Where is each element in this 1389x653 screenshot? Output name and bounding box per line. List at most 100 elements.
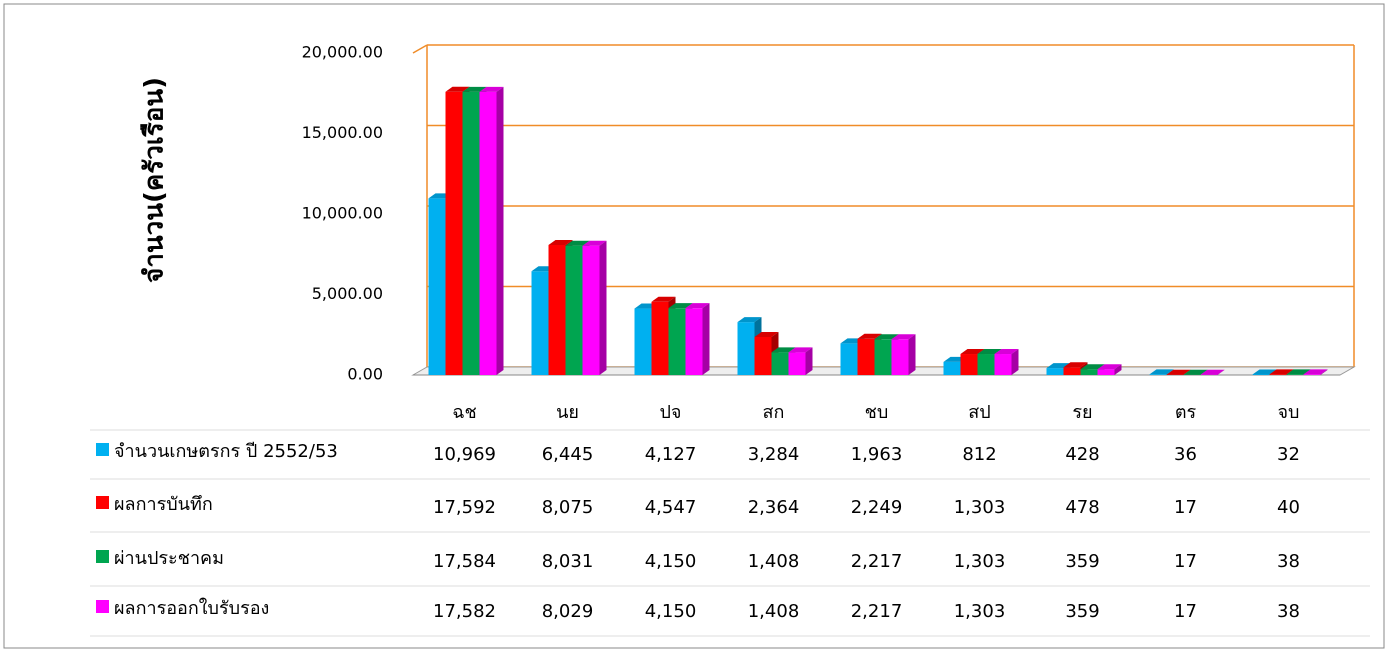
bar-front: [566, 246, 583, 375]
table-cell: 2,364: [748, 497, 800, 518]
x-tick-label: ปจ: [660, 402, 682, 423]
bar-side: [909, 334, 916, 375]
table-cell: 812: [962, 444, 996, 465]
bar-front: [858, 339, 875, 375]
bar-front: [652, 302, 669, 375]
table-cell: 1,408: [748, 551, 800, 572]
bar: [892, 334, 916, 375]
table-cell: 17,584: [433, 551, 496, 572]
y-tick-label: 10,000.00: [302, 204, 383, 223]
legend-swatch: [96, 600, 109, 613]
table-cell: 32: [1277, 444, 1300, 465]
bar: [480, 87, 504, 375]
y-tick-label: 0.00: [347, 365, 383, 384]
bar-front: [686, 308, 703, 375]
bar-front: [583, 246, 600, 375]
legend-swatch: [96, 443, 109, 456]
y-tick-label: 20,000.00: [302, 43, 383, 62]
bar: [995, 349, 1019, 375]
x-tick-label: ตร: [1175, 402, 1197, 423]
chart: จำนวน(ครัวเรือน) 0.00 5,000.00 10,000.00 15…: [0, 0, 1389, 653]
bar-front: [772, 352, 789, 375]
table-cell: 4,127: [645, 444, 697, 465]
bar-front: [532, 271, 549, 375]
table-cell: 40: [1277, 497, 1300, 518]
table-cell: 17,592: [433, 497, 496, 518]
bar-front: [755, 337, 772, 375]
bar-front: [738, 322, 755, 375]
bar-front: [995, 354, 1012, 375]
bar-front: [1098, 369, 1115, 375]
table-cell: 17: [1174, 551, 1197, 572]
legend-label: ผลการบันทึก: [114, 494, 213, 515]
bar-front: [1304, 374, 1321, 375]
bar-front: [841, 343, 858, 375]
table-cell: 1,303: [954, 601, 1006, 622]
legend-label: ผ่านประชาคม: [114, 548, 224, 569]
table-cell: 8,031: [542, 551, 594, 572]
x-tick-label: ฉช: [452, 402, 476, 423]
bar-front: [789, 352, 806, 375]
table-cell: 2,217: [851, 601, 903, 622]
bar-front: [446, 92, 463, 375]
table-cell: 1,963: [851, 444, 903, 465]
table-cell: 17: [1174, 601, 1197, 622]
table-cell: 1,303: [954, 551, 1006, 572]
legend-swatch: [96, 496, 109, 509]
table-cell: 17: [1174, 497, 1197, 518]
bar: [686, 303, 710, 375]
bar-front: [635, 309, 652, 375]
table-cell: 4,150: [645, 551, 697, 572]
table-cell: 4,547: [645, 497, 697, 518]
bar: [789, 347, 813, 375]
table-cell: 38: [1277, 601, 1300, 622]
table-cell: 10,969: [433, 444, 496, 465]
legend-swatch: [96, 550, 109, 563]
legend-label: จำนวนเกษตรกร ปี 2552/53: [114, 441, 338, 462]
legend-label: ผลการออกใบรับรอง: [114, 597, 269, 619]
x-tick-label: รย: [1072, 402, 1092, 423]
x-tick-label: นย: [556, 402, 579, 423]
table-cell: 8,075: [542, 497, 594, 518]
bar-front: [1047, 368, 1064, 375]
bar-front: [1081, 369, 1098, 375]
x-tick-label: สป: [968, 402, 990, 423]
x-tick-label: ชบ: [865, 402, 889, 423]
bar-front: [1287, 374, 1304, 375]
table-cell: 6,445: [542, 444, 594, 465]
table-cell: 478: [1065, 497, 1099, 518]
y-axis-title: จำนวน(ครัวเรือน): [140, 77, 170, 283]
table-cell: 2,217: [851, 551, 903, 572]
bar-front: [480, 92, 497, 375]
table-cell: 359: [1065, 551, 1099, 572]
bar-front: [875, 339, 892, 375]
bar-front: [961, 354, 978, 375]
bar-front: [944, 362, 961, 375]
y-tick-label: 15,000.00: [302, 123, 383, 142]
table-cell: 1,408: [748, 601, 800, 622]
bar-front: [978, 354, 995, 375]
bar-front: [1270, 374, 1287, 375]
bar-front: [669, 308, 686, 375]
bar-front: [1150, 374, 1167, 375]
bar-front: [1064, 367, 1081, 375]
bar-front: [892, 339, 909, 375]
table-cell: 38: [1277, 551, 1300, 572]
bar-side: [600, 241, 607, 375]
y-tick-label: 5,000.00: [312, 284, 383, 303]
bar-front: [429, 198, 446, 375]
x-tick-label: จบ: [1278, 402, 1300, 423]
table-cell: 359: [1065, 601, 1099, 622]
table-cell: 2,249: [851, 497, 903, 518]
table-cell: 36: [1174, 444, 1197, 465]
bar-side: [703, 303, 710, 375]
table-cell: 17,582: [433, 601, 496, 622]
table-cell: 4,150: [645, 601, 697, 622]
bar-side: [497, 87, 504, 375]
bar-front: [549, 245, 566, 375]
x-tick-label: สก: [763, 402, 785, 423]
table-cell: 428: [1065, 444, 1099, 465]
table-cell: 8,029: [542, 601, 594, 622]
bar-front: [1253, 374, 1270, 375]
table-cell: 1,303: [954, 497, 1006, 518]
